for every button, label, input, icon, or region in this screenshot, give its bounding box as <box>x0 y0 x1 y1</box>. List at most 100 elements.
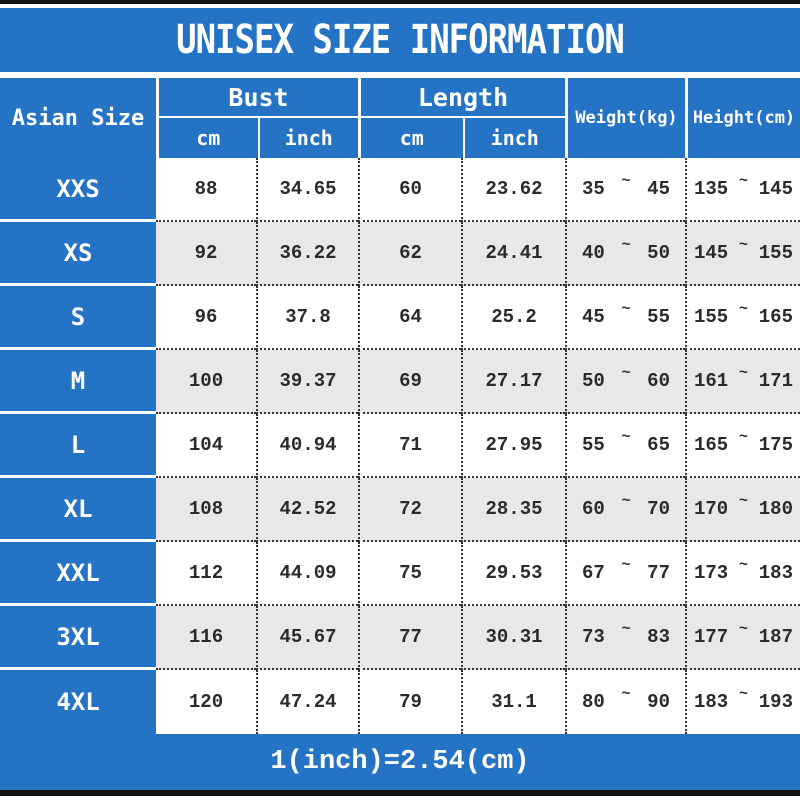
height-min: 145 <box>694 242 729 264</box>
bust-cm-value: 88 <box>156 158 256 222</box>
size-label: S <box>0 286 156 350</box>
weight-max: 50 <box>647 242 670 264</box>
weight-min: 55 <box>582 434 605 456</box>
table-row: S 96 37.8 64 25.2 45 ~ 55 155 ~ 165 <box>0 286 800 350</box>
tilde-icon: ~ <box>621 492 631 510</box>
weight-min: 35 <box>582 178 605 200</box>
bust-cm-value: 116 <box>156 606 256 670</box>
page-title: UNISEX SIZE INFORMATION <box>176 16 625 64</box>
height-range: 145 ~ 155 <box>685 222 800 286</box>
conversion-note: 1(inch)=2.54(cm) <box>270 747 530 777</box>
weight-max: 90 <box>647 691 670 713</box>
length-cm-value: 79 <box>358 670 461 734</box>
weight-range: 35 ~ 45 <box>565 158 685 222</box>
subheader-bust-inch: inch <box>257 118 359 158</box>
height-range: 155 ~ 165 <box>685 286 800 350</box>
height-max: 171 <box>758 370 793 392</box>
table-body: XXS 88 34.65 60 23.62 35 ~ 45 135 ~ 145 … <box>0 158 800 734</box>
weight-max: 65 <box>647 434 670 456</box>
height-max: 165 <box>758 306 793 328</box>
height-min: 161 <box>694 370 729 392</box>
height-max: 175 <box>758 434 793 456</box>
column-header-asian-size: Asian Size <box>11 105 145 131</box>
length-cm-value: 75 <box>358 542 461 606</box>
weight-range: 67 ~ 77 <box>565 542 685 606</box>
length-inch-value: 25.2 <box>461 286 565 350</box>
column-header-height: Height(cm) <box>685 78 800 158</box>
height-max: 187 <box>758 626 793 648</box>
weight-min: 45 <box>582 306 605 328</box>
height-max: 183 <box>758 562 793 584</box>
tilde-icon: ~ <box>621 428 631 446</box>
tilde-icon: ~ <box>621 236 631 254</box>
bust-cm-value: 92 <box>156 222 256 286</box>
height-range: 173 ~ 183 <box>685 542 800 606</box>
bust-inch-value: 37.8 <box>256 286 358 350</box>
table-row: XS 92 36.22 62 24.41 40 ~ 50 145 ~ 155 <box>0 222 800 286</box>
weight-min: 80 <box>582 691 605 713</box>
length-cm-value: 72 <box>358 478 461 542</box>
bust-inch-value: 36.22 <box>256 222 358 286</box>
length-cm-value: 64 <box>358 286 461 350</box>
size-label: XL <box>0 478 156 542</box>
height-min: 177 <box>694 626 729 648</box>
height-min: 165 <box>694 434 729 456</box>
length-inch-value: 28.35 <box>461 478 565 542</box>
bust-inch-value: 47.24 <box>256 670 358 734</box>
tilde-icon: ~ <box>621 172 631 190</box>
divider <box>0 72 800 78</box>
tilde-icon: ~ <box>738 620 748 638</box>
length-inch-value: 23.62 <box>461 158 565 222</box>
height-max: 180 <box>758 498 793 520</box>
tilde-icon: ~ <box>621 300 631 318</box>
weight-min: 73 <box>582 626 605 648</box>
column-header-weight: Weight(kg) <box>565 78 685 158</box>
divider <box>0 4 800 8</box>
size-label: XS <box>0 222 156 286</box>
height-range: 161 ~ 171 <box>685 350 800 414</box>
length-cm-value: 60 <box>358 158 461 222</box>
bust-inch-value: 39.37 <box>256 350 358 414</box>
weight-max: 60 <box>647 370 670 392</box>
bust-cm-value: 120 <box>156 670 256 734</box>
weight-range: 80 ~ 90 <box>565 670 685 734</box>
height-min: 170 <box>694 498 729 520</box>
size-label: 4XL <box>0 670 156 734</box>
table-row: XXS 88 34.65 60 23.62 35 ~ 45 135 ~ 145 <box>0 158 800 222</box>
tilde-icon: ~ <box>621 620 631 638</box>
weight-range: 60 ~ 70 <box>565 478 685 542</box>
length-cm-value: 69 <box>358 350 461 414</box>
tilde-icon: ~ <box>738 685 748 703</box>
height-max: 155 <box>758 242 793 264</box>
weight-max: 77 <box>647 562 670 584</box>
bust-cm-value: 112 <box>156 542 256 606</box>
weight-range: 40 ~ 50 <box>565 222 685 286</box>
tilde-icon: ~ <box>738 556 748 574</box>
bust-inch-value: 40.94 <box>256 414 358 478</box>
height-min: 183 <box>694 691 729 713</box>
bust-inch-value: 44.09 <box>256 542 358 606</box>
subheader-bust-cm: cm <box>196 126 221 150</box>
size-label: L <box>0 414 156 478</box>
weight-min: 60 <box>582 498 605 520</box>
table-row: 4XL 120 47.24 79 31.1 80 ~ 90 183 ~ 193 <box>0 670 800 734</box>
bust-cm-value: 96 <box>156 286 256 350</box>
height-min: 135 <box>694 178 729 200</box>
length-inch-value: 27.95 <box>461 414 565 478</box>
length-inch-value: 29.53 <box>461 542 565 606</box>
height-max: 145 <box>758 178 793 200</box>
weight-range: 50 ~ 60 <box>565 350 685 414</box>
column-header-bust: Bust <box>159 78 358 118</box>
height-range: 135 ~ 145 <box>685 158 800 222</box>
tilde-icon: ~ <box>621 556 631 574</box>
tilde-icon: ~ <box>621 364 631 382</box>
size-label: M <box>0 350 156 414</box>
height-range: 170 ~ 180 <box>685 478 800 542</box>
height-min: 155 <box>694 306 729 328</box>
weight-range: 73 ~ 83 <box>565 606 685 670</box>
length-cm-value: 77 <box>358 606 461 670</box>
bust-cm-value: 104 <box>156 414 256 478</box>
length-inch-value: 27.17 <box>461 350 565 414</box>
length-inch-value: 31.1 <box>461 670 565 734</box>
